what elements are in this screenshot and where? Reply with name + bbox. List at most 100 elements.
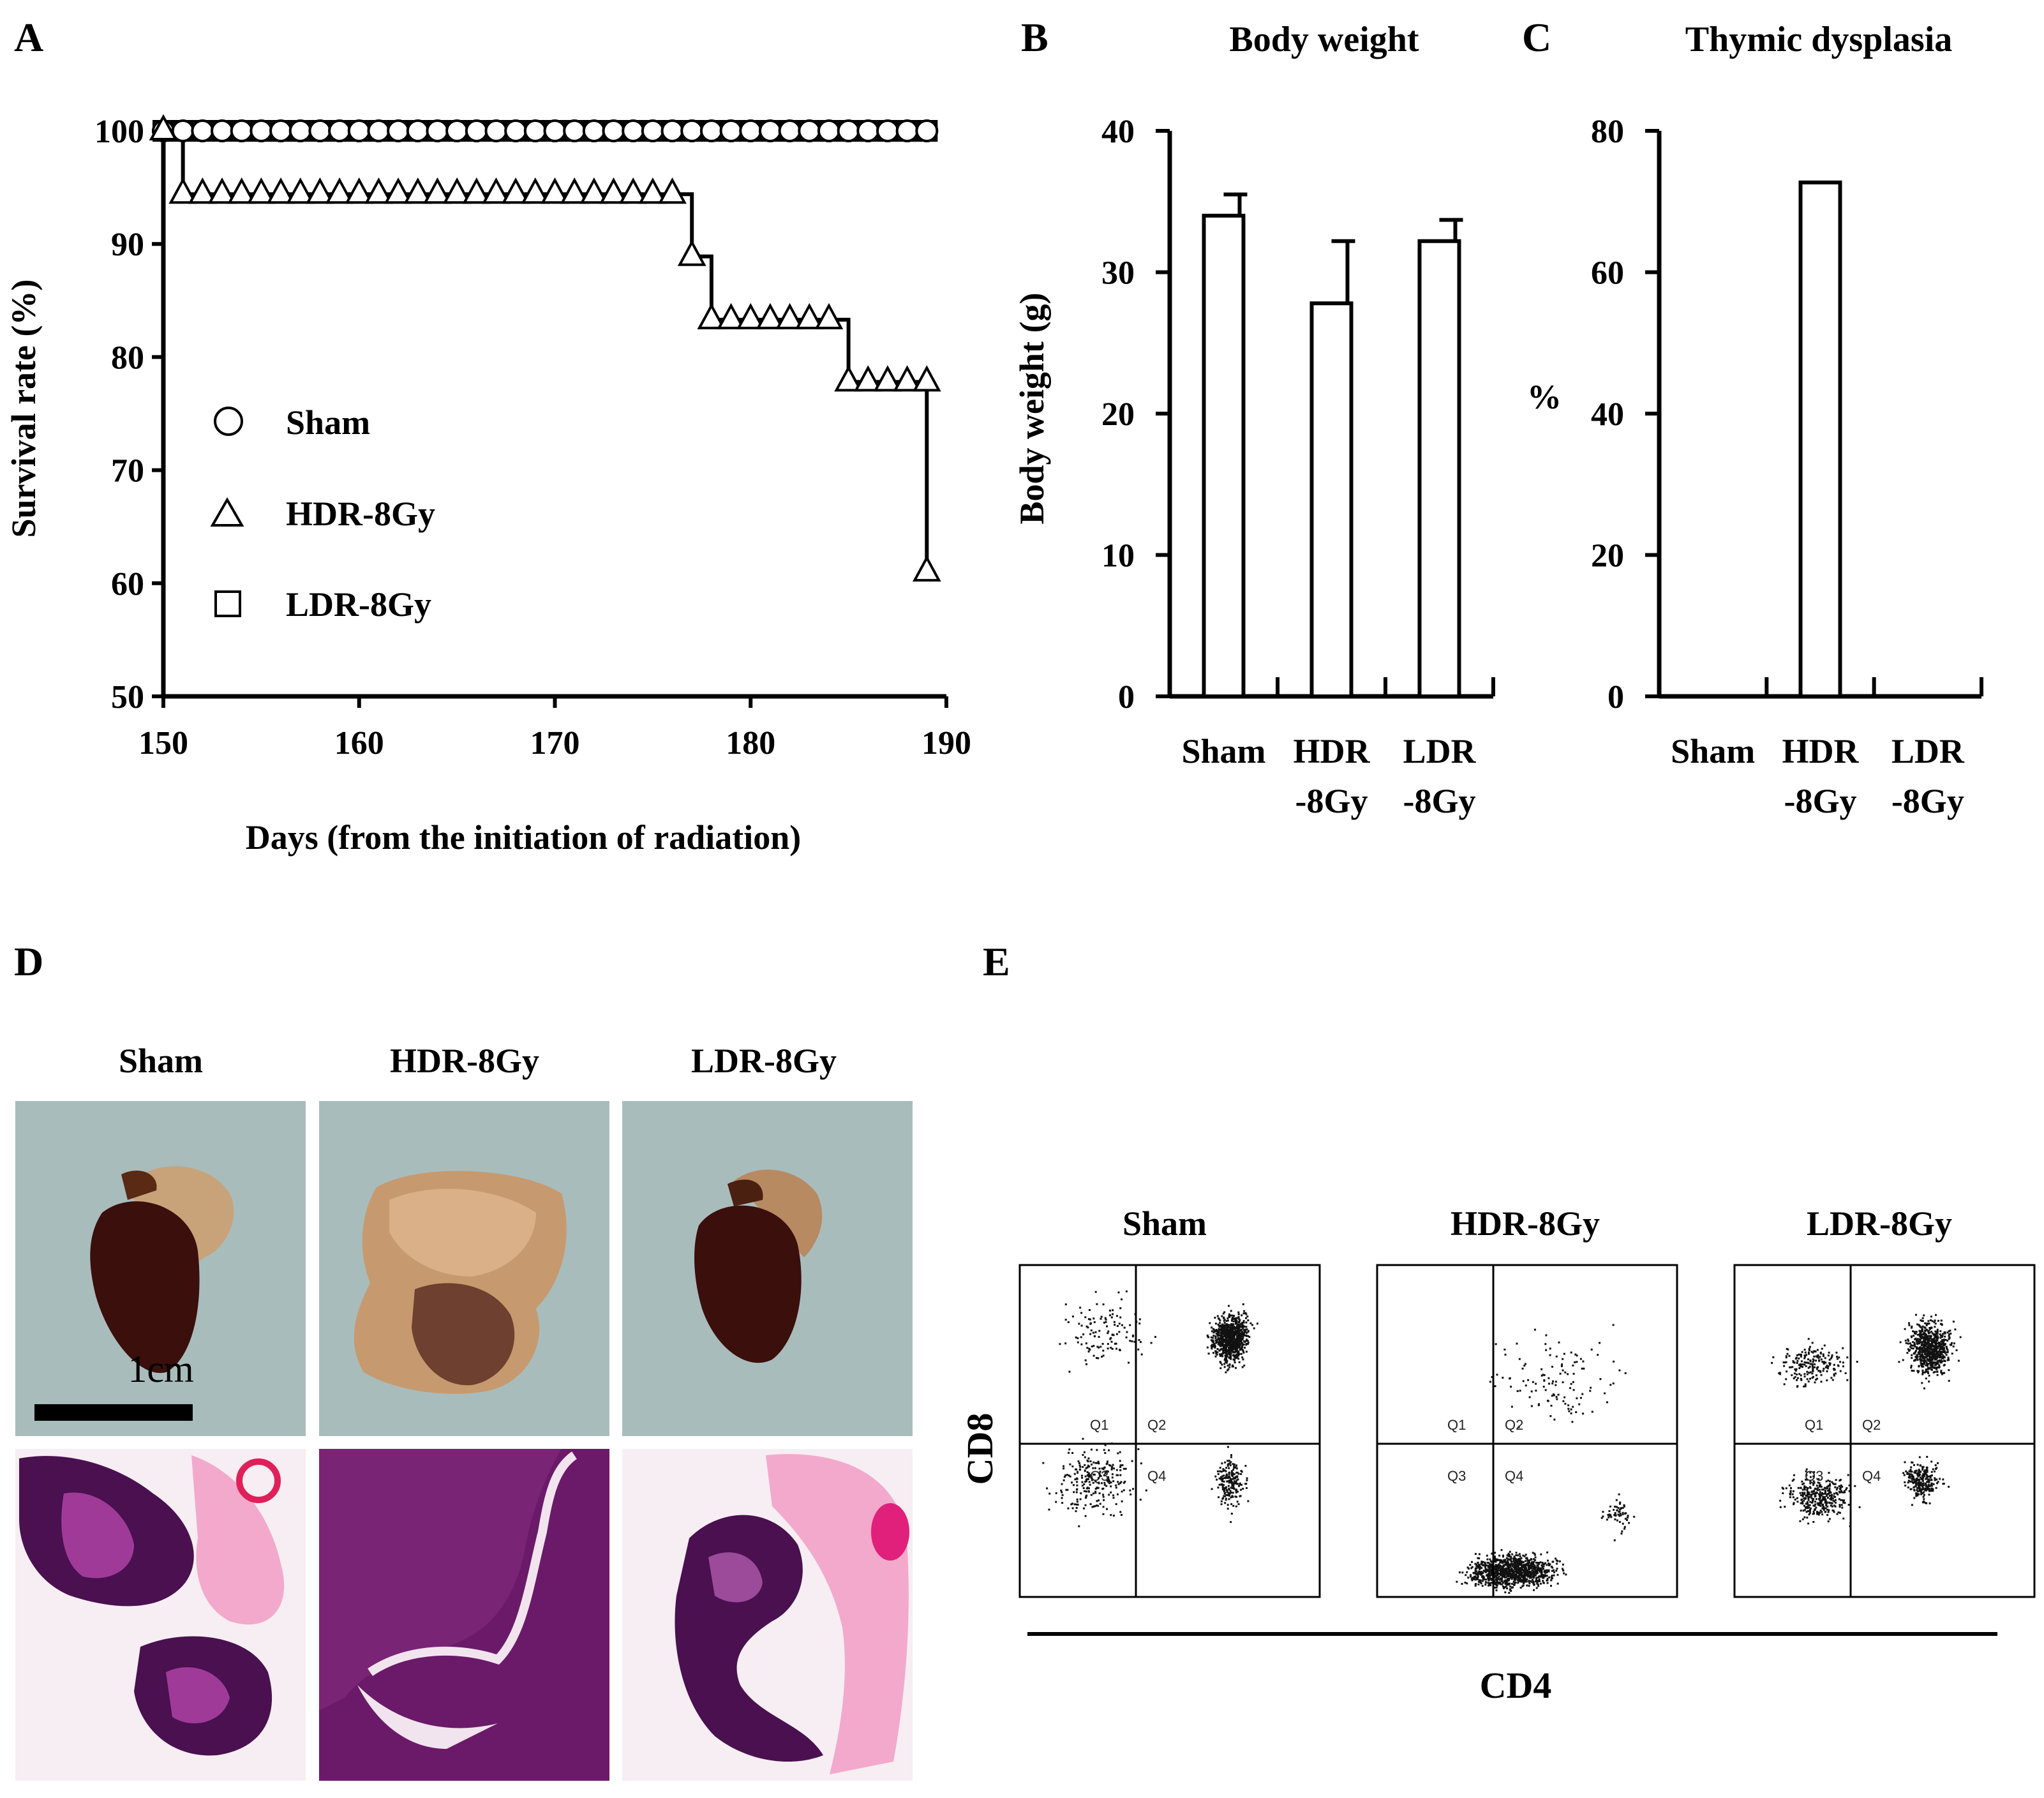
chart-a-point-triangle (168, 177, 198, 204)
photo-ldr (622, 1101, 913, 1436)
chart-b-y-tick-label: 40 (1101, 114, 1135, 150)
chart-a-x-ticks: 150 160 170 180 190 (138, 696, 971, 761)
chart-a-legend: Sham HDR-8Gy LDR-8Gy (210, 403, 435, 624)
chart-a-point-circle (739, 119, 763, 142)
chart-c-y-ticks: 0 20 40 60 80 (1591, 114, 1659, 715)
chart-a-point-circle (465, 119, 488, 142)
he-section-hdr (319, 1449, 609, 1781)
photo-sham (15, 1101, 306, 1436)
chart-a-point-circle (347, 119, 371, 142)
flow-quadrant-label: Q2 (1505, 1417, 1523, 1433)
flow-y-axis-label: CD8 (959, 1413, 1001, 1485)
panel-letter-b: B (1021, 15, 1048, 60)
chart-a-point-triangle (462, 177, 491, 204)
chart-a-point-circle (308, 119, 332, 142)
chart-a-point-circle (798, 119, 821, 142)
chart-a-point-circle (328, 119, 352, 142)
chart-a-x-tick-label: 180 (726, 725, 775, 761)
flow-x-axis-label: CD4 (1480, 1665, 1552, 1706)
chart-a-point-triangle (775, 303, 804, 329)
chart-b-category-label: Sham (1181, 732, 1265, 770)
chart-a-point-triangle (599, 177, 628, 204)
chart-a-point-circle (602, 119, 625, 142)
chart-a-x-tick-label: 160 (334, 725, 384, 761)
chart-b-category-label: HDR (1294, 732, 1371, 770)
flow-quadrant-label: Q3 (1090, 1468, 1108, 1484)
chart-a-point-triangle (521, 177, 550, 204)
chart-a-axes (161, 131, 946, 699)
chart-a-point-circle (895, 119, 919, 142)
chart-a-point-circle (778, 119, 802, 142)
chart-a-point-triangle (286, 177, 315, 204)
panel-e-label-sham: Sham (1123, 1204, 1207, 1243)
flow-dots (1456, 1324, 1636, 1594)
chart-c-title: Thymic dysplasia (1685, 20, 1953, 59)
chart-a-y-tick-label: 90 (111, 227, 144, 263)
chart-a-point-triangle (893, 365, 922, 392)
chart-a-point-circle (680, 119, 704, 142)
chart-a-y-tick-label: 70 (111, 453, 144, 490)
chart-a-point-triangle (873, 365, 902, 392)
chart-c-category-label: LDR (1891, 732, 1965, 770)
panel-letter-d: D (14, 939, 43, 984)
chart-a-point-circle (250, 119, 273, 142)
legend-ldr-label: LDR-8Gy (286, 585, 431, 624)
chart-a-point-triangle (207, 177, 237, 204)
chart-a-y-label: Survival rate (%) (4, 280, 43, 538)
chart-a-point-circle (876, 119, 899, 142)
panel-e-label-ldr: LDR-8Gy (1807, 1204, 1952, 1243)
chart-b-y-tick-label: 30 (1101, 255, 1135, 292)
chart-c-y-tick-label: 0 (1608, 679, 1624, 715)
legend-sham-marker (214, 407, 243, 436)
chart-a-point-triangle (618, 177, 648, 204)
flow-plot-hdr (1376, 1264, 1678, 1598)
chart-a-y-tick-label: 50 (111, 679, 144, 715)
chart-b-category-label: -8Gy (1403, 782, 1476, 820)
chart-a-y-tick-label: 100 (94, 114, 144, 150)
chart-c-y-label: % (1527, 378, 1562, 416)
chart-c-y-tick-label: 80 (1591, 114, 1624, 150)
chart-b-bar (1417, 239, 1461, 698)
panel-letter-a: A (14, 15, 43, 60)
chart-a-point-triangle (403, 177, 433, 204)
chart-a-x-tick-label: 170 (530, 725, 580, 761)
chart-a-point-circle (582, 119, 606, 142)
chart-a-point-triangle (227, 177, 257, 204)
chart-a-point-triangle (794, 303, 824, 329)
panel-b: B Body weight 0 10 20 30 40 Sham HDR -8Gy LDR -8… (1013, 15, 1495, 820)
flow-quadrant-label: Q4 (1862, 1468, 1881, 1484)
chart-a-point-triangle (677, 239, 706, 266)
chart-a-point-circle (484, 119, 508, 142)
chart-a-point-circle (641, 119, 664, 142)
chart-a-point-triangle (423, 177, 452, 204)
chart-c-category-label: -8Gy (1891, 782, 1964, 820)
chart-c-bar (1798, 180, 1842, 699)
flow-quadrant-label: Q4 (1147, 1468, 1166, 1484)
chart-c-category-label: -8Gy (1784, 782, 1857, 820)
chart-b-bar (1309, 301, 1354, 699)
chart-a-point-circle (426, 119, 449, 142)
chart-a-point-triangle (482, 177, 511, 204)
chart-a-point-circle (367, 119, 391, 142)
chart-a-point-circle (817, 119, 840, 142)
panel-d-label-ldr: LDR-8Gy (691, 1042, 837, 1080)
panel-a: A 50 60 70 80 90 100 150 160 170 180 190 Days (fr… (4, 15, 971, 857)
chart-c-category-label: HDR (1782, 732, 1860, 770)
chart-c-y-tick-label: 20 (1591, 538, 1624, 574)
flow-quadrant-label: Q4 (1505, 1468, 1523, 1484)
chart-b-bars (1202, 192, 1495, 699)
legend-hdr-marker (210, 497, 244, 527)
chart-a-point-circle (719, 119, 743, 142)
chart-a-point-triangle (658, 177, 687, 204)
chart-a-point-circle (523, 119, 547, 142)
he-section-sham (15, 1449, 306, 1781)
chart-a-y-tick-label: 80 (111, 340, 144, 376)
chart-a-point-triangle (266, 177, 295, 204)
chart-a-point-triangle (736, 303, 765, 329)
chart-a-point-triangle (541, 177, 569, 204)
chart-c-categories: Sham HDR -8Gy LDR -8Gy (1671, 732, 1965, 820)
chart-a-point-circle (406, 119, 429, 142)
chart-a-point-circle (269, 119, 293, 142)
